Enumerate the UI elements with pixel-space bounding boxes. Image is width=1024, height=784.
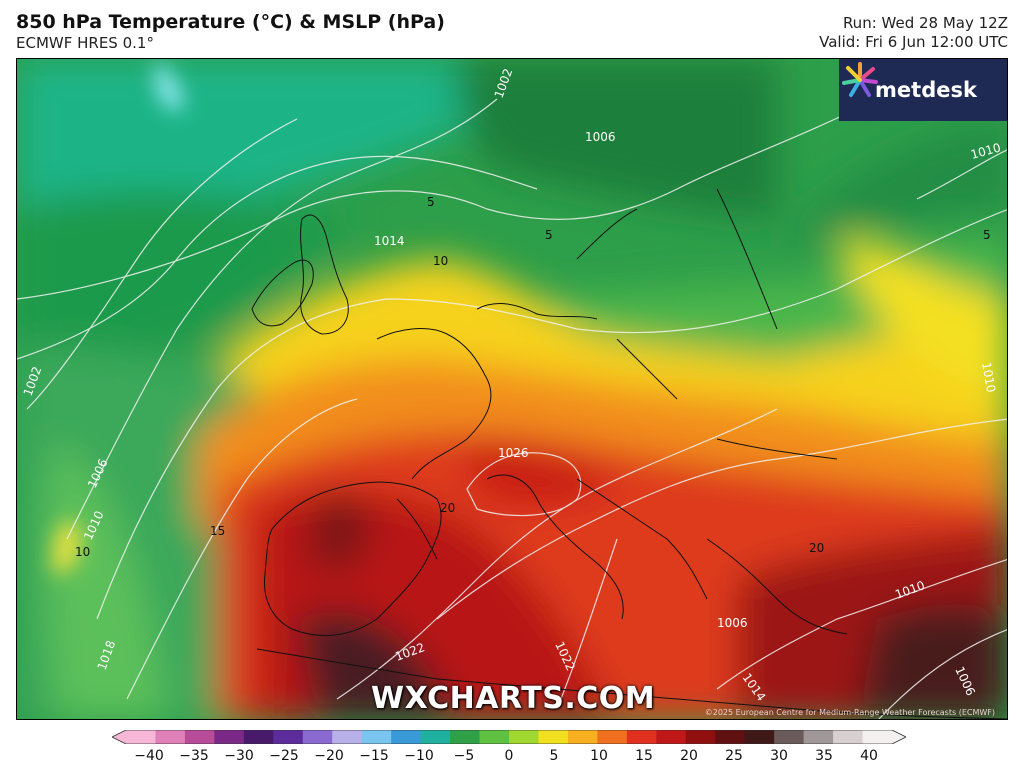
colorbar-tick-label: −40	[134, 748, 164, 764]
weather-map: 1002 1006 1010 1014 1002 1006 1010 1018 …	[16, 58, 1008, 720]
colorbar-tick-label: 35	[815, 748, 833, 764]
colorbar-segment	[214, 730, 245, 744]
colorbar-tick-label: −15	[359, 748, 389, 764]
colorbar-high-arrow	[892, 730, 906, 744]
metdesk-burst-icon	[842, 62, 878, 97]
colorbar-graphic	[111, 729, 907, 745]
colorbar-tick-label: 0	[504, 748, 514, 764]
isobar-label: 1006	[585, 130, 616, 144]
colorbar-segment	[184, 730, 215, 744]
colorbar-segment	[302, 730, 333, 744]
colorbar-segment	[391, 730, 422, 744]
colorbar-tick-label: 40	[860, 748, 878, 764]
metdesk-logo: metdesk	[839, 59, 1007, 121]
colorbar-segment	[479, 730, 510, 744]
colorbar-tick-label: −25	[269, 748, 299, 764]
isobar-label: 1026	[498, 446, 529, 460]
temperature-field	[17, 59, 1007, 719]
colorbar-segment	[332, 730, 363, 744]
colorbar-tick-label: −5	[453, 748, 475, 764]
colorbar-tick-label: 5	[549, 748, 559, 764]
temperature-label: 10	[433, 254, 448, 268]
colorbar-segment	[862, 730, 893, 744]
temperature-label: 20	[809, 541, 824, 555]
colorbar-tick-label: −35	[179, 748, 209, 764]
colorbar-tick-label: 30	[770, 748, 788, 764]
wxcharts-watermark: WXCHARTS.COM	[371, 681, 656, 716]
colorbar-segment	[509, 730, 540, 744]
chart-title: 850 hPa Temperature (°C) & MSLP (hPa)	[16, 11, 445, 33]
metdesk-logo-text: metdesk	[875, 78, 977, 102]
isobar-lines	[17, 98, 1007, 719]
colorbar-segment	[744, 730, 775, 744]
temperature-label: 5	[983, 228, 991, 242]
colorbar-segment	[243, 730, 274, 744]
colorbar-segment	[420, 730, 451, 744]
colorbar-tick-label: −20	[314, 748, 344, 764]
colorbar-segment	[803, 730, 834, 744]
colorbar-segment	[715, 730, 746, 744]
map-canvas: 1002 1006 1010 1014 1002 1006 1010 1018 …	[17, 59, 1007, 719]
colorbar-segment	[126, 730, 157, 744]
colorbar-tick-label: 20	[680, 748, 698, 764]
colorbar-segment	[567, 730, 598, 744]
colorbar-low-arrow	[112, 730, 126, 744]
isobar-label: 1014	[374, 234, 405, 248]
colorbar-segment	[450, 730, 481, 744]
colorbar-segment	[774, 730, 805, 744]
colorbar-segment	[656, 730, 687, 744]
colorbar-segment	[361, 730, 392, 744]
temperature-colorbar	[111, 729, 907, 745]
isobar-label: 1010	[979, 361, 998, 394]
header-right: Run: Wed 28 May 12Z Valid: Fri 6 Jun 12:…	[819, 14, 1008, 52]
model-label: ECMWF HRES 0.1°	[16, 34, 154, 52]
colorbar-segment	[273, 730, 304, 744]
isobar-label: 1006	[717, 616, 748, 630]
temperature-label: 5	[545, 228, 553, 242]
temperature-label: 20	[440, 501, 455, 515]
temperature-label: 5	[427, 195, 435, 209]
colorbar-tick-label: −30	[224, 748, 254, 764]
run-time: Run: Wed 28 May 12Z	[842, 14, 1008, 32]
colorbar-segment	[155, 730, 186, 744]
colorbar-segment	[597, 730, 628, 744]
colorbar-segment	[538, 730, 569, 744]
temperature-value-labels: 5 10 5 5 15 20 20 10	[75, 195, 991, 559]
colorbar-tick-label: 10	[590, 748, 608, 764]
colorbar-tick-label: 15	[635, 748, 653, 764]
temperature-label: 15	[210, 524, 225, 538]
colorbar-tick-label: −10	[404, 748, 434, 764]
colorbar-segment	[626, 730, 657, 744]
copyright-notice: ©2025 European Centre for Medium-Range W…	[704, 708, 995, 717]
colorbar-segment	[685, 730, 716, 744]
colorbar-ticks: −40 −35 −30 −25 −20 −15 −10 −5 0 5 10 15 20 25 30 35 40	[0, 748, 1024, 768]
colorbar-tick-label: 25	[725, 748, 743, 764]
coastlines	[251, 188, 1007, 719]
temperature-label: 10	[75, 545, 90, 559]
colorbar-segment	[833, 730, 864, 744]
valid-time: Valid: Fri 6 Jun 12:00 UTC	[819, 33, 1008, 51]
header-left: 850 hPa Temperature (°C) & MSLP (hPa) EC…	[16, 10, 445, 52]
